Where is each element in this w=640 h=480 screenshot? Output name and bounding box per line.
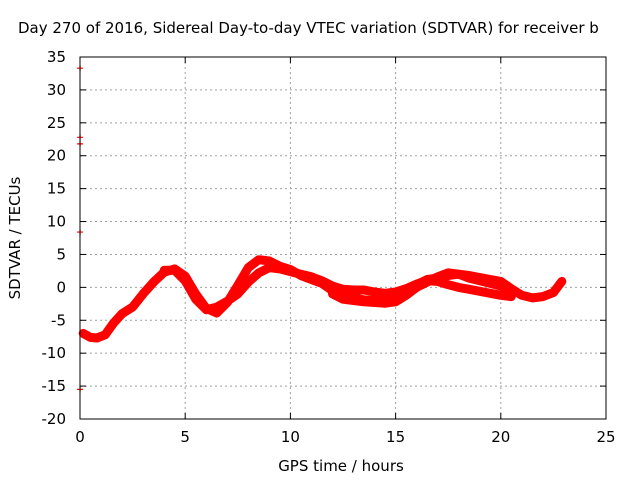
gridlines [80,57,606,419]
data-point [328,282,337,291]
data-point [109,318,118,327]
data-point [254,268,263,277]
y-tick-label: 10 [47,213,66,231]
data-point [381,299,390,308]
data-point [244,263,253,272]
plot-data [77,65,567,393]
data-point [486,289,495,298]
data-point [339,285,347,294]
axis-ticks: 0 5 10 15 20 25 -20 -15 -10 -5 0 5 10 15 20 25 30 35 [42,48,616,446]
data-point [549,288,558,297]
x-axis-title: GPS time / hours [278,457,404,475]
data-point [181,276,190,285]
data-point [507,287,516,296]
data-point [339,295,347,304]
chart-title: Day 270 of 2016, Sidereal Day-to-day VTE… [18,19,599,37]
series-band [78,255,567,343]
data-point [212,303,221,312]
data-point [412,283,421,292]
data-point [118,309,127,318]
data-point [265,263,274,272]
x-tick-label: 25 [596,428,615,446]
data-point [475,276,484,285]
data-point [496,291,505,300]
data-point [296,270,305,279]
data-point [381,289,390,298]
y-tick-label: 20 [47,147,66,165]
data-point [391,287,400,296]
y-tick-label: -15 [42,377,67,395]
plot-frame [79,56,607,420]
y-tick-label: -5 [51,311,66,329]
y-tick-label: 5 [56,245,66,263]
y-tick-label: 25 [47,114,66,132]
data-point [465,274,474,283]
data-point [423,278,432,287]
data-point [370,298,379,307]
data-point [128,303,137,312]
data-point [496,282,505,291]
data-point [170,266,179,275]
x-tick-label: 0 [75,428,85,446]
data-point [191,295,200,304]
data-point [360,297,369,306]
data-point [349,285,358,294]
data-point [360,285,369,294]
data-point [444,268,453,277]
data-point [454,270,463,279]
y-tick-label: 30 [47,81,66,99]
data-point [160,266,169,275]
data-point [101,330,110,339]
data-point [233,289,242,298]
series-band [159,263,516,315]
data-point [402,291,411,300]
data-point [433,272,442,281]
y-tick-label: -20 [42,410,67,428]
data-point [475,287,484,296]
data-point [328,289,337,298]
x-tick-label: 15 [386,428,405,446]
data-point [465,285,474,294]
data-point [454,283,463,292]
data-point [86,333,95,342]
data-point [444,280,453,289]
data-point [538,292,547,301]
data-point [149,278,158,287]
data-point [349,296,358,305]
data-point [223,297,232,306]
data-point [528,293,537,302]
y-tick-label: -10 [42,344,67,362]
y-axis-title: SDTVAR / TECUs [6,176,24,299]
x-tick-label: 20 [491,428,510,446]
data-point [202,305,211,314]
data-point [275,264,284,273]
data-point [254,255,263,264]
x-tick-label: 10 [281,428,300,446]
data-point [244,278,253,287]
data-point [557,277,566,286]
data-point [307,272,316,281]
x-tick-label: 5 [180,428,190,446]
data-point [139,289,148,298]
data-point [486,279,495,288]
data-point [286,267,295,276]
y-tick-label: 35 [47,48,66,66]
y-tick-label: 0 [56,278,66,296]
data-point [92,334,101,343]
y-tick-label: 15 [47,180,66,198]
data-point [517,291,526,300]
data-point [370,287,379,296]
data-point [391,297,400,306]
data-point [317,276,326,285]
